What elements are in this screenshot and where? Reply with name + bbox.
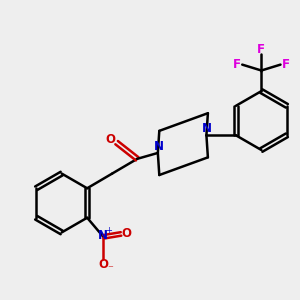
Text: +: +: [105, 226, 112, 235]
Text: N: N: [98, 229, 108, 242]
Text: N: N: [202, 122, 212, 135]
Text: O: O: [121, 227, 131, 240]
Text: N: N: [154, 140, 164, 153]
Text: O: O: [98, 258, 108, 271]
Text: F: F: [282, 58, 290, 71]
Text: O: O: [106, 133, 116, 146]
Text: ⁻: ⁻: [107, 264, 113, 274]
Text: F: F: [233, 58, 241, 71]
Text: F: F: [257, 43, 266, 56]
